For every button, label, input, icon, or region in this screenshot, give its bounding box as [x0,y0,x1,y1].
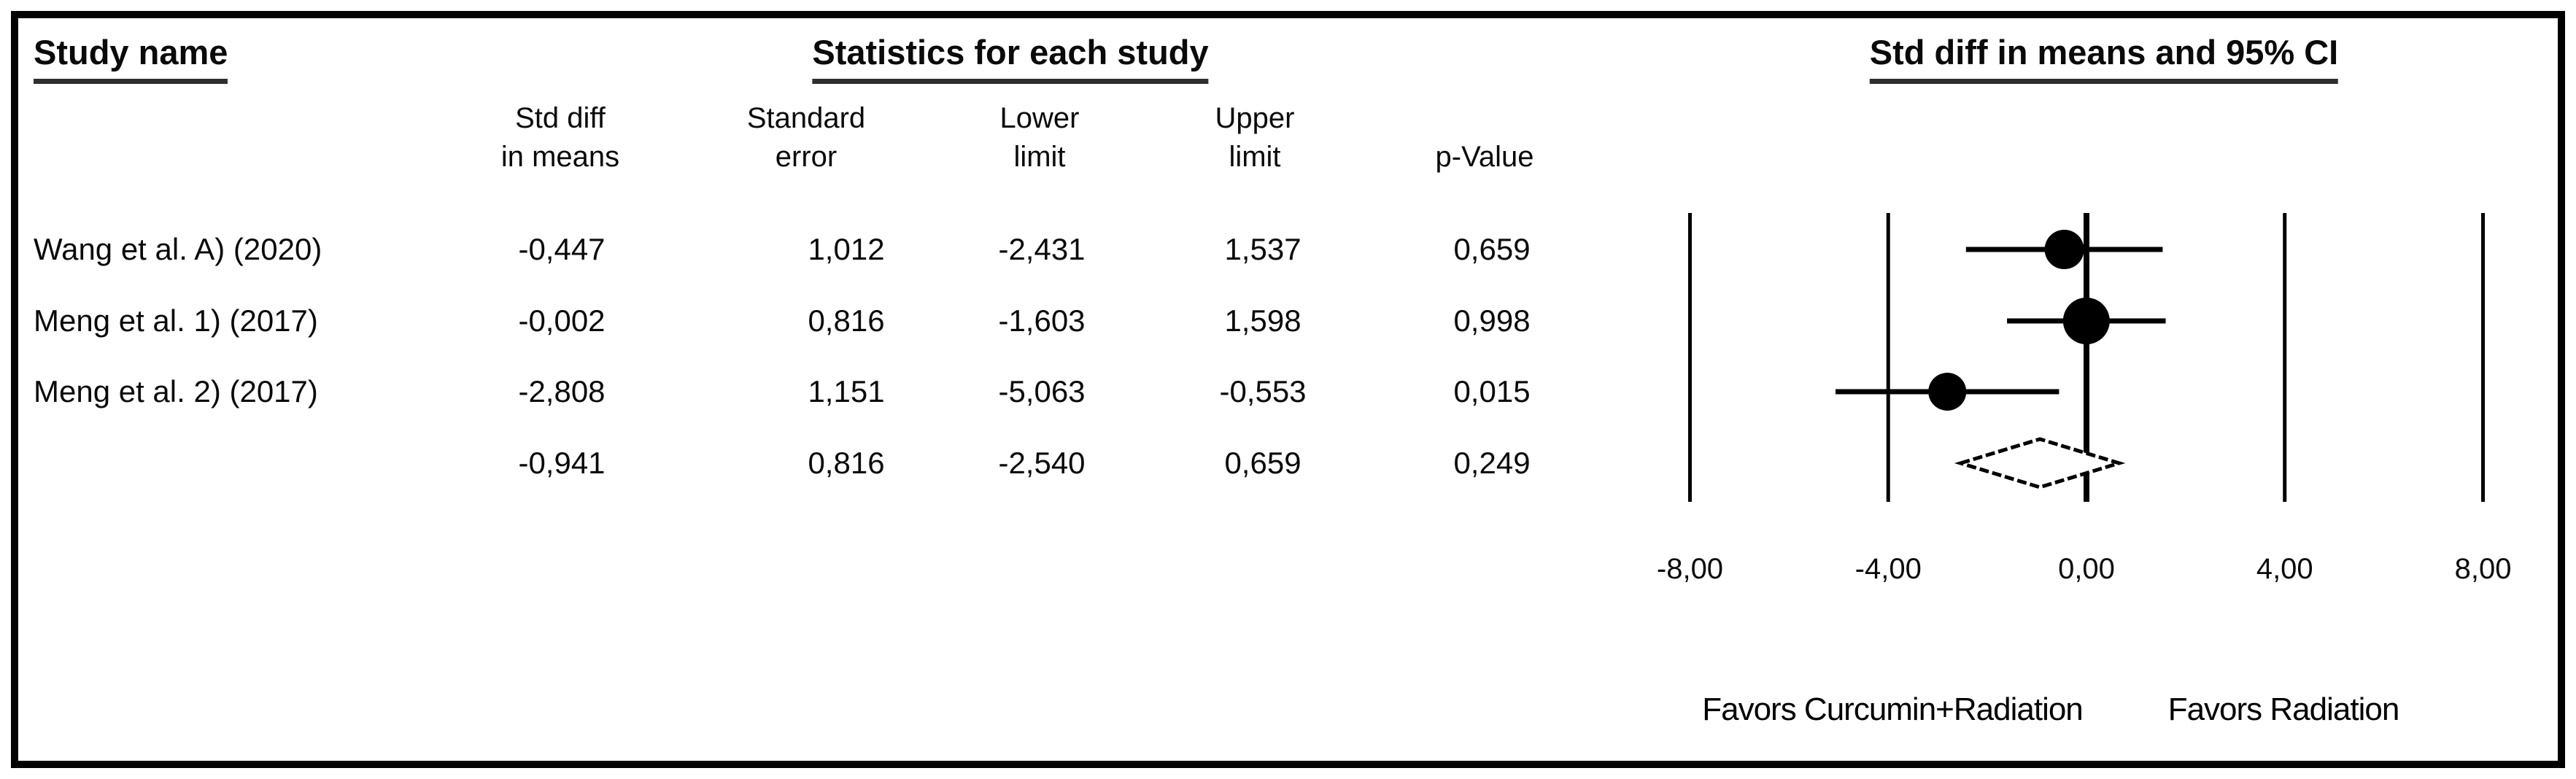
column-header-std-diff: Std diff in means [501,99,619,177]
column-header-line: Standard [746,102,866,134]
p-value-cell: 0,659 [1453,232,1531,266]
column-header-std-err: Standard error [747,99,865,177]
column-header-line: Upper [1215,102,1295,134]
std-err-cell: 1,151 [808,374,885,408]
ci-header: Std diff in means and 95% CI [1869,32,2339,84]
column-header-p-value: p-Value [1436,99,1534,177]
study-point-marker [1928,373,1967,411]
study-point-marker [2044,230,2084,269]
study-name-header: Study name [34,32,228,84]
study-name-cell: Meng et al. 1) (2017) [34,303,318,338]
statistics-header: Statistics for each study [812,32,1209,84]
column-header-line: error [775,141,838,173]
p-value-cell: 0,998 [1453,303,1531,338]
table-row-study: Meng et al. 2) (2017) -2,808 1,151 -5,063 -0… [0,376,2576,407]
plot-border-frame [11,11,2565,768]
column-header-upper-limit: Upper limit [1215,99,1295,177]
lower-limit-cell: -5,063 [998,374,1086,408]
study-name-cell: Meng et al. 2) (2017) [34,374,318,408]
lower-limit-cell: -2,540 [998,446,1086,480]
overall-diamond [1954,437,2126,489]
table-row-study: Meng et al. 1) (2017) -0,002 0,816 -1,603 1,… [0,306,2576,336]
std-err-cell: 0,816 [808,303,885,338]
p-value-cell: 0,015 [1453,374,1531,408]
table-row-overall: -0,941 0,816 -2,540 0,659 0,249 [0,448,2576,478]
table-row-study: Wang et al. A) (2020) -0,447 1,012 -2,431 1,… [0,234,2576,265]
lower-limit-cell: -2,431 [998,232,1086,266]
axis-tick-label: -4,00 [1854,553,1922,585]
column-header-line: p-Value [1435,141,1534,173]
std-diff-cell: -0,447 [518,232,606,266]
p-value-cell: 0,249 [1453,446,1531,480]
lower-limit-cell: -1,603 [998,303,1086,338]
axis-tick-label: 0,00 [2058,553,2115,585]
column-header-lower-limit: Lower limit [1000,99,1080,177]
std-err-cell: 1,012 [808,232,885,266]
std-err-cell: 0,816 [808,446,885,480]
axis-tick-label: 8,00 [2454,553,2512,585]
std-diff-cell: -0,941 [518,446,606,480]
column-header-line: limit [1229,141,1281,173]
favors-right-label: Favors Radiation [2167,691,2400,727]
std-diff-cell: -2,808 [518,374,606,408]
upper-limit-cell: -0,553 [1219,374,1307,408]
axis-tick-label: -8,00 [1656,553,1724,585]
upper-limit-cell: 0,659 [1224,446,1301,480]
upper-limit-cell: 1,537 [1224,232,1301,266]
axis-tick-label: 4,00 [2256,553,2313,585]
upper-limit-cell: 1,598 [1224,303,1301,338]
column-header-line: Std diff [515,102,606,134]
column-header-line: Lower [999,102,1080,134]
study-name-cell: Wang et al. A) (2020) [34,232,322,266]
study-point-marker [2062,298,2110,344]
column-header-line: in means [500,141,620,173]
column-header-line: limit [1013,141,1066,173]
std-diff-cell: -0,002 [518,303,606,338]
favors-left-label: Favors Curcumin+Radiation [1702,691,2084,727]
